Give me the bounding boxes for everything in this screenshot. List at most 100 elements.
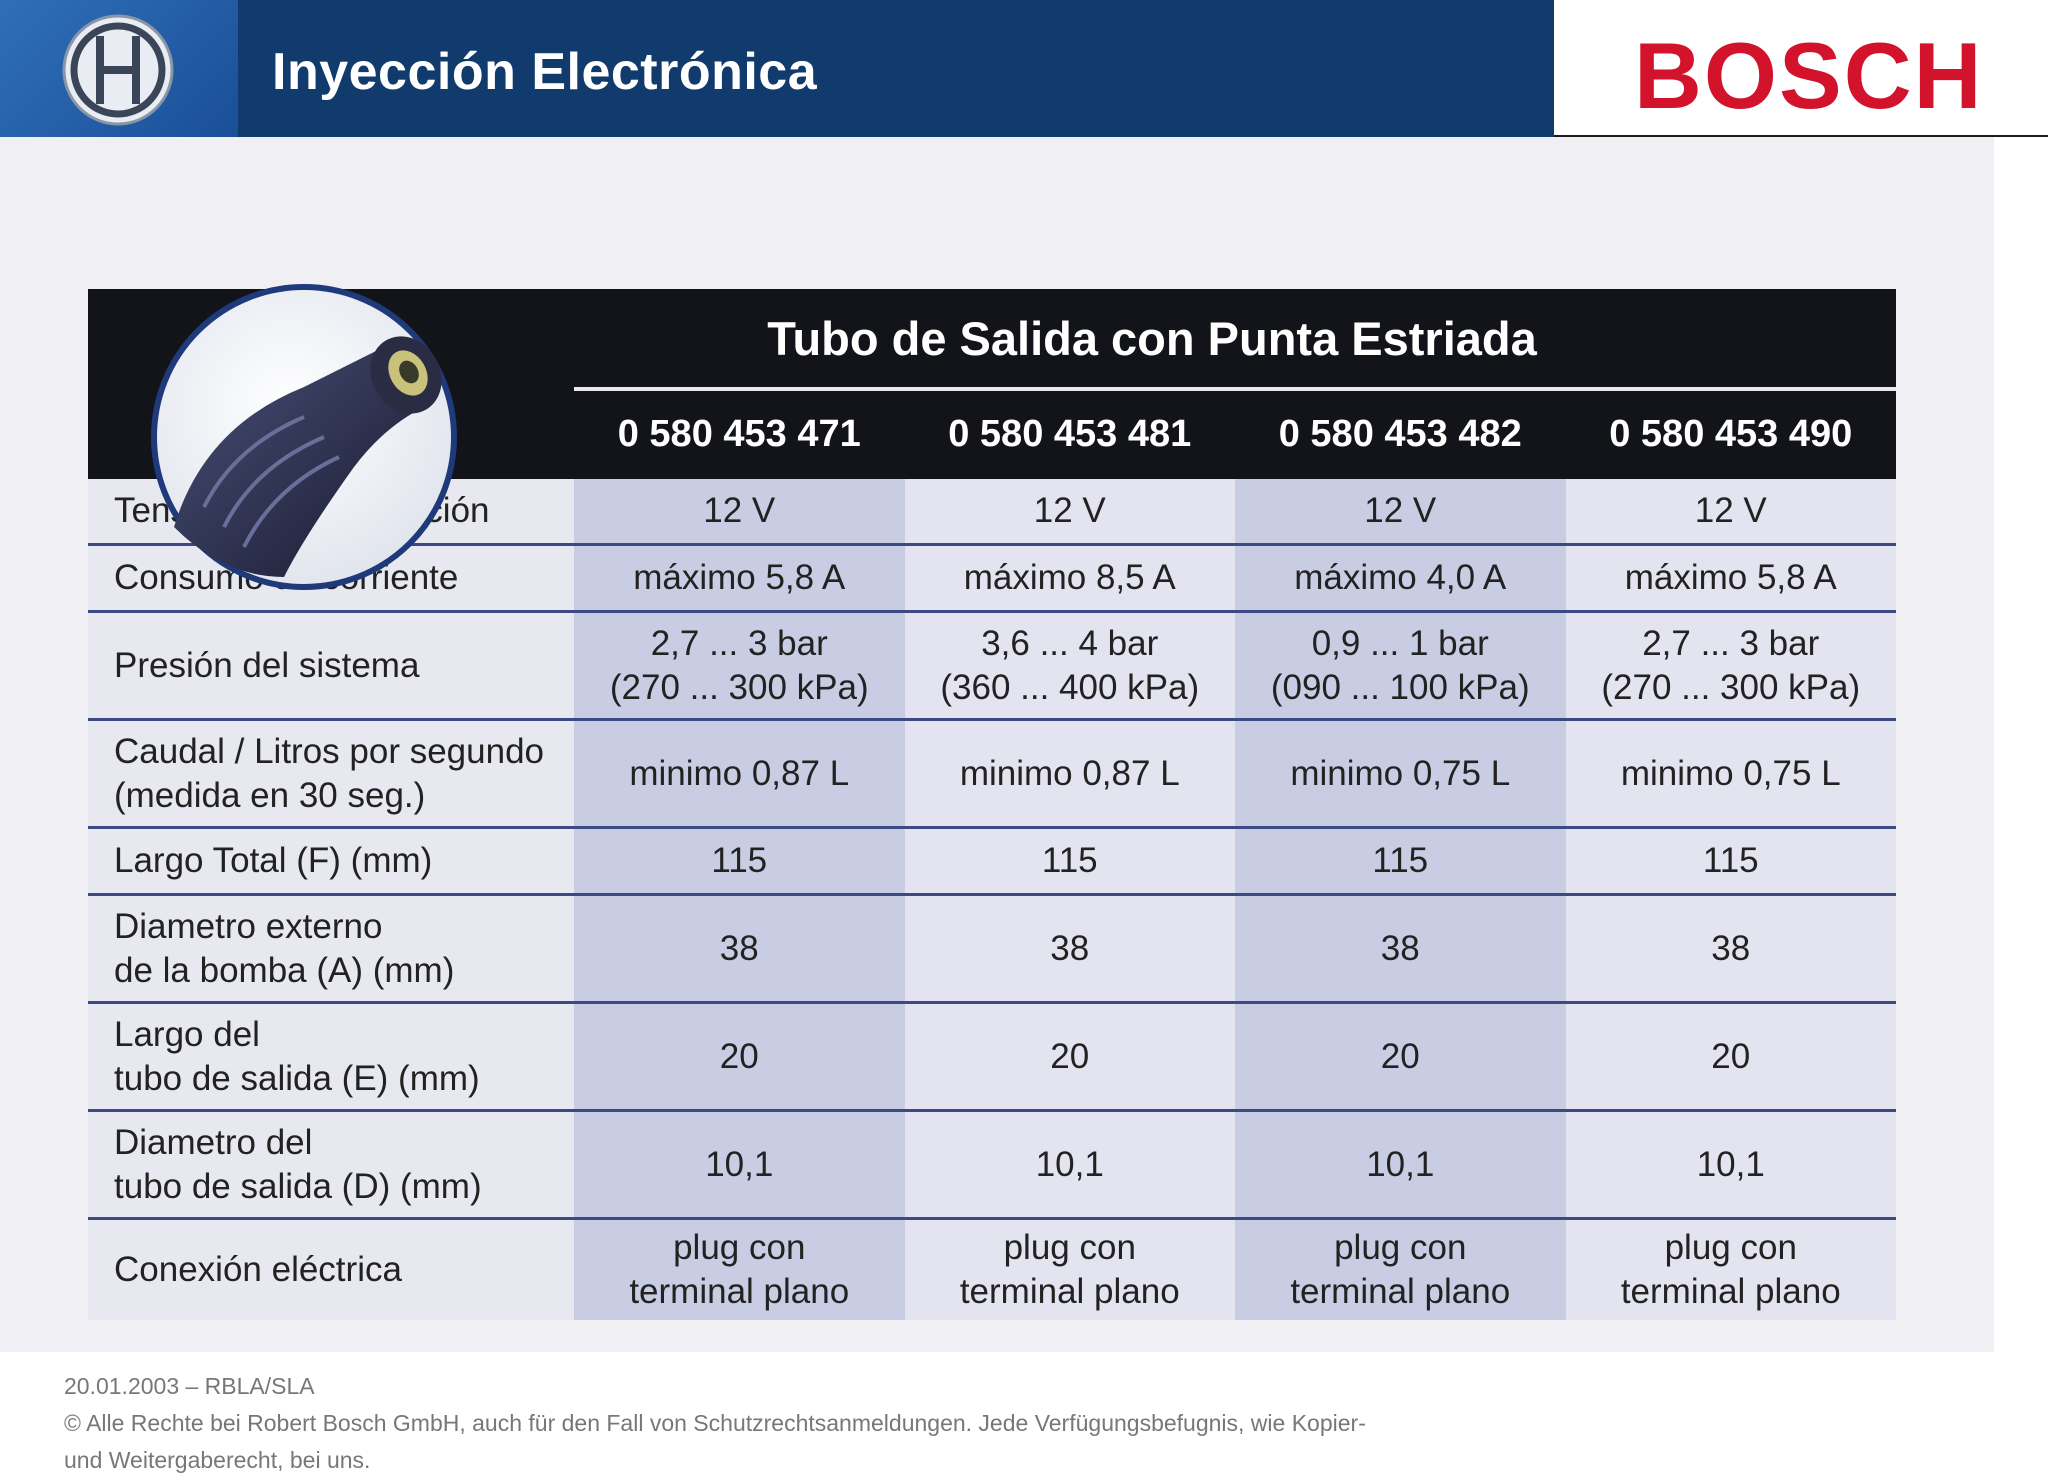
spec-table: Tubo de Salida con Punta Estriada 0 580 … <box>88 289 1896 1320</box>
table-cell: 10,1 <box>1235 1112 1566 1217</box>
model-number: 0 580 453 490 <box>1609 413 1853 455</box>
cell-line: 38 <box>719 928 759 968</box>
model-number: 0 580 453 482 <box>1278 413 1522 455</box>
cell-line: 10,1 <box>705 1144 774 1184</box>
title-bar: Inyección Electrónica <box>238 0 1554 137</box>
row-label-line: tubo de salida (D) (mm) <box>114 1166 482 1206</box>
table-row: Caudal / Litros por segundo (medida en 30… <box>88 718 1896 826</box>
scanned-spec-sheet: Tubo de Salida con Punta Estriada 0 580 … <box>0 137 1994 1352</box>
row-label-line: Largo Total (F) (mm) <box>114 841 433 880</box>
logo-box <box>0 0 238 137</box>
table-cell: 38 <box>574 896 905 1001</box>
cell-line: 2,7 ... 3 bar <box>650 623 828 663</box>
cell-line: minimo 0,75 L <box>1290 753 1511 793</box>
table-cell: plug con terminal plano <box>1235 1220 1566 1320</box>
cell-line: 10,1 <box>1696 1144 1765 1184</box>
cell-line: plug con <box>1664 1228 1797 1267</box>
footer-copyright-line-1: © Alle Rechte bei Robert Bosch GmbH, auc… <box>64 1410 1366 1436</box>
table-row: Diametro externo de la bomba (A) (mm) 38 38… <box>88 893 1896 1001</box>
row-label-line: Caudal / Litros por segundo <box>114 731 544 771</box>
row-label: Presión del sistema <box>88 613 574 718</box>
table-cell: minimo 0,87 L <box>574 721 905 826</box>
table-cell: 12 V <box>1235 479 1566 543</box>
cell-line: 3,6 ... 4 bar <box>981 623 1159 663</box>
brand-logo: BOSCH <box>1634 23 1984 128</box>
cell-line: 20 <box>1050 1036 1090 1076</box>
table-cell: plug con terminal plano <box>904 1220 1235 1320</box>
cell-line: terminal plano <box>959 1272 1180 1311</box>
cell-line: 12 V <box>1364 491 1437 530</box>
row-label: Largo del tubo de salida (E) (mm) <box>88 1004 574 1109</box>
cell-line: terminal plano <box>629 1272 850 1311</box>
cell-line: máximo 5,8 A <box>633 558 846 597</box>
row-label-line: tubo de salida (E) (mm) <box>114 1058 480 1098</box>
table-cell: 20 <box>904 1004 1235 1109</box>
row-label: Diametro del tubo de salida (D) (mm) <box>88 1112 574 1217</box>
row-label-line: Diametro del <box>114 1122 313 1162</box>
table-cell: 3,6 ... 4 bar (360 ... 400 kPa) <box>904 613 1235 718</box>
cell-line: 115 <box>1041 841 1098 880</box>
cell-line: máximo 5,8 A <box>1624 558 1837 597</box>
model-number: 0 580 453 481 <box>948 413 1192 455</box>
app-title: Inyección Electrónica <box>272 43 818 101</box>
model-number: 0 580 453 471 <box>617 413 861 455</box>
row-label-line: de la bomba (A) (mm) <box>114 950 455 990</box>
table-cell: 115 <box>1565 829 1896 893</box>
table-cell: 12 V <box>574 479 905 543</box>
fuel-pump-photo <box>151 284 457 590</box>
table-cell: minimo 0,75 L <box>1235 721 1566 826</box>
table-cell: 12 V <box>904 479 1235 543</box>
cell-line: (360 ... 400 kPa) <box>940 667 1200 707</box>
row-label-line: Presión del sistema <box>114 645 420 685</box>
row-label-line: (medida en 30 seg.) <box>114 775 426 815</box>
cell-line: minimo 0,87 L <box>629 753 850 793</box>
table-cell: máximo 8,5 A <box>904 546 1235 610</box>
table-cell: 0,9 ... 1 bar (090 ... 100 kPa) <box>1235 613 1566 718</box>
cell-line: 2,7 ... 3 bar <box>1642 623 1820 663</box>
table-cell: 38 <box>904 896 1235 1001</box>
table-cell: máximo 5,8 A <box>574 546 905 610</box>
cell-line: plug con <box>1334 1228 1467 1267</box>
table-cell: máximo 5,8 A <box>1565 546 1896 610</box>
cell-line: 20 <box>719 1036 759 1076</box>
table-row: Diametro del tubo de salida (D) (mm) 10,1 1… <box>88 1109 1896 1217</box>
table-body: Tensión de alimentación12 V12 V12 V12 VC… <box>88 479 1896 1320</box>
model-number-row: 0 580 453 471 0 580 453 481 0 580 453 482 0… <box>574 404 1896 464</box>
table-title: Tubo de Salida con Punta Estriada <box>767 312 1537 365</box>
table-cell: 115 <box>904 829 1235 893</box>
cell-line: 115 <box>1372 841 1429 880</box>
cell-line: plug con <box>1003 1228 1136 1267</box>
table-cell: 12 V <box>1565 479 1896 543</box>
cell-line: terminal plano <box>1290 1272 1511 1311</box>
table-cell: máximo 4,0 A <box>1235 546 1566 610</box>
table-cell: 115 <box>574 829 905 893</box>
table-row: Presión del sistema 2,7 ... 3 bar (270 ...… <box>88 610 1896 718</box>
table-cell: 10,1 <box>1565 1112 1896 1217</box>
table-cell: 2,7 ... 3 bar (270 ... 300 kPa) <box>1565 613 1896 718</box>
cell-line: terminal plano <box>1620 1272 1841 1311</box>
cell-line: 20 <box>1711 1036 1751 1076</box>
cell-line: 10,1 <box>1366 1144 1435 1184</box>
cell-line: 12 V <box>1694 491 1767 530</box>
table-cell: 115 <box>1235 829 1566 893</box>
row-label: Caudal / Litros por segundo (medida en 30… <box>88 721 574 826</box>
row-label: Conexión eléctrica <box>88 1220 574 1320</box>
table-cell: 20 <box>1235 1004 1566 1109</box>
cell-line: minimo 0,75 L <box>1620 753 1841 793</box>
table-cell: minimo 0,87 L <box>904 721 1235 826</box>
footer: 20.01.2003 – RBLA/SLA © Alle Rechte bei … <box>64 1368 1366 1479</box>
cell-line: 115 <box>1702 841 1759 880</box>
cell-line: máximo 4,0 A <box>1294 558 1507 597</box>
cell-line: 115 <box>711 841 768 880</box>
table-cell: 38 <box>1235 896 1566 1001</box>
table-cell: plug con terminal plano <box>574 1220 905 1320</box>
cell-line: (270 ... 300 kPa) <box>609 667 869 707</box>
table-cell: 10,1 <box>904 1112 1235 1217</box>
cell-line: 12 V <box>703 491 776 530</box>
cell-line: minimo 0,87 L <box>959 753 1180 793</box>
cell-line: 38 <box>1711 928 1751 968</box>
footer-copyright-line-2: und Weitergaberecht, bei uns. <box>64 1447 371 1473</box>
row-label-line: Conexión eléctrica <box>114 1250 402 1289</box>
table-cell: 2,7 ... 3 bar (270 ... 300 kPa) <box>574 613 905 718</box>
table-row: Largo del tubo de salida (E) (mm) 20 20 20 20 <box>88 1001 1896 1109</box>
